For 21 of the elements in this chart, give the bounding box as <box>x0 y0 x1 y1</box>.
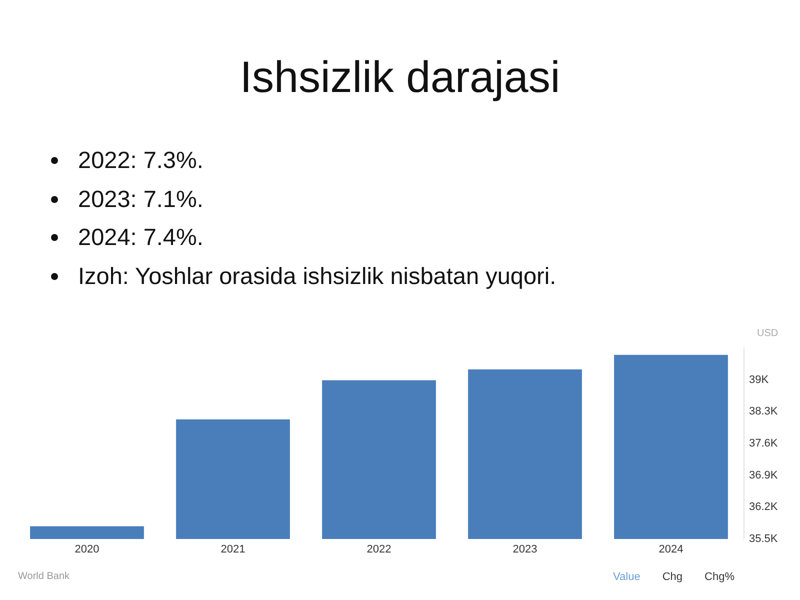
x-tick-label: 2024 <box>658 544 684 556</box>
text: Chg <box>662 570 683 584</box>
x-tick-label: 2020 <box>74 544 100 556</box>
y2-axis-title: USD <box>757 328 778 340</box>
text: 2022: 7.3%. <box>78 146 204 175</box>
text: 2023: 7.1%. <box>78 184 204 214</box>
y2-tick-label: 36.9K <box>749 469 778 482</box>
x-tick-label: 2023 <box>512 544 538 556</box>
text: 2024: 7.4%. <box>78 223 204 252</box>
y2-tick-label: 38.3K <box>749 406 778 418</box>
x-tick-label: 2021 <box>220 544 246 556</box>
text: World Bank <box>18 571 70 583</box>
y2-tick-label: 37.6K <box>749 438 778 450</box>
text: Value <box>613 570 640 584</box>
y2-tick-label: 36.2K <box>749 501 778 514</box>
chart-title: Ishsizlik darajasi <box>238 52 562 104</box>
y2-tick-label: 39K <box>749 374 770 386</box>
text: Chg% <box>704 570 734 584</box>
y2-tick-label: 35.5K <box>749 533 778 546</box>
x-tick-label: 2022 <box>366 544 392 556</box>
text: Izoh: Yoshlar orasida ishsizlik nisbatan yuqori. <box>78 262 556 291</box>
